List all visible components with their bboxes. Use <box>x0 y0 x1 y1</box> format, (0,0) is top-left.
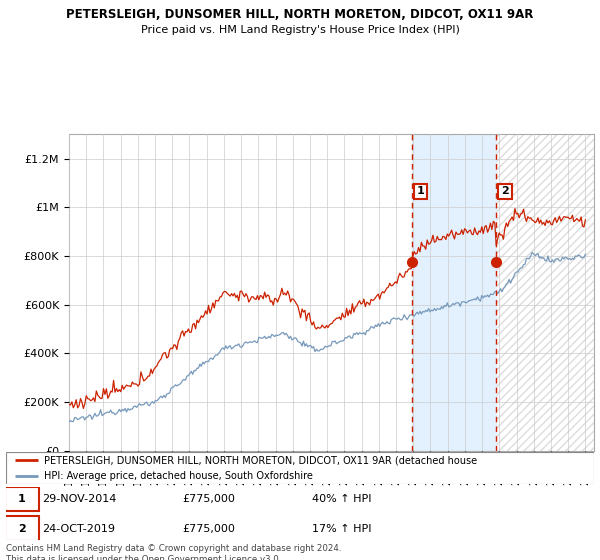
Text: 1: 1 <box>417 186 424 197</box>
Text: 2: 2 <box>501 186 509 197</box>
FancyBboxPatch shape <box>5 487 39 511</box>
Text: HPI: Average price, detached house, South Oxfordshire: HPI: Average price, detached house, Sout… <box>44 472 313 481</box>
Text: £775,000: £775,000 <box>182 494 235 504</box>
Text: 24-OCT-2019: 24-OCT-2019 <box>43 524 115 534</box>
Text: 29-NOV-2014: 29-NOV-2014 <box>43 494 117 504</box>
Bar <box>496 134 594 451</box>
Text: 17% ↑ HPI: 17% ↑ HPI <box>312 524 371 534</box>
Text: Price paid vs. HM Land Registry's House Price Index (HPI): Price paid vs. HM Land Registry's House … <box>140 25 460 35</box>
Text: Contains HM Land Registry data © Crown copyright and database right 2024.
This d: Contains HM Land Registry data © Crown c… <box>6 544 341 560</box>
Text: 1: 1 <box>18 494 26 504</box>
FancyBboxPatch shape <box>5 516 39 541</box>
Text: 2: 2 <box>18 524 26 534</box>
FancyBboxPatch shape <box>6 452 594 484</box>
Bar <box>412 134 496 451</box>
Text: PETERSLEIGH, DUNSOMER HILL, NORTH MORETON, DIDCOT, OX11 9AR: PETERSLEIGH, DUNSOMER HILL, NORTH MORETO… <box>67 8 533 21</box>
Text: £775,000: £775,000 <box>182 524 235 534</box>
Text: 40% ↑ HPI: 40% ↑ HPI <box>312 494 371 504</box>
Text: PETERSLEIGH, DUNSOMER HILL, NORTH MORETON, DIDCOT, OX11 9AR (detached house: PETERSLEIGH, DUNSOMER HILL, NORTH MORETO… <box>44 455 478 465</box>
